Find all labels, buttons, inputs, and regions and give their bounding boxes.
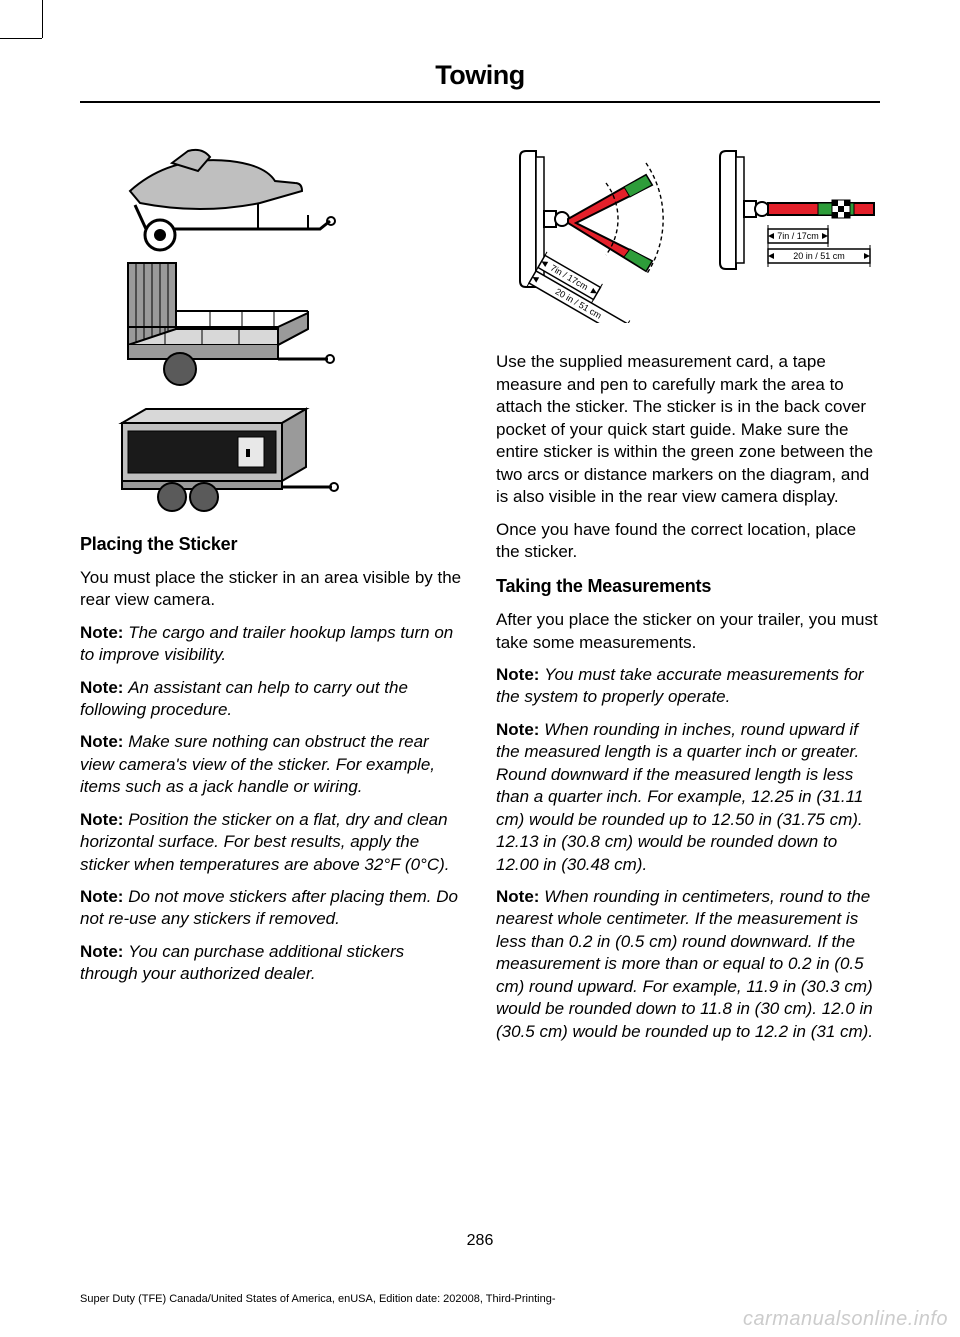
- right-column: 7in / 17cm 20 in / 51 cm: [496, 137, 880, 1053]
- note-body: Do not move stickers after placing them.…: [80, 887, 458, 928]
- note-label: Note:: [496, 887, 539, 906]
- note-body: When rounding in centimeters, round to t…: [496, 887, 873, 1041]
- watermark: carmanualsonline.info: [743, 1308, 948, 1331]
- heading-taking-measurements: Taking the Measurements: [496, 575, 880, 599]
- note-label: Note:: [80, 678, 123, 697]
- note-body: When rounding in inches, round upward if…: [496, 720, 863, 874]
- note-text: Note: An assistant can help to carry out…: [80, 677, 464, 722]
- body-text: You must place the sticker in an area vi…: [80, 567, 464, 612]
- page-number: 286: [80, 1232, 880, 1250]
- body-text: Once you have found the correct location…: [496, 519, 880, 564]
- note-label: Note:: [80, 942, 123, 961]
- note-body: Position the sticker on a flat, dry and …: [80, 810, 450, 874]
- diagram-label: 20 in / 51 cm: [793, 251, 845, 261]
- note-label: Note:: [80, 887, 123, 906]
- footer-line: Super Duty (TFE) Canada/United States of…: [80, 1293, 555, 1305]
- enclosed-trailer-icon: [110, 395, 340, 515]
- note-label: Note:: [80, 732, 123, 751]
- crop-mark: [0, 38, 42, 39]
- note-body: Make sure nothing can obstruct the rear …: [80, 732, 435, 796]
- chapter-title: Towing: [80, 60, 880, 103]
- note-body: An assistant can help to carry out the f…: [80, 678, 408, 719]
- note-label: Note:: [80, 810, 123, 829]
- crop-mark: [42, 0, 43, 38]
- jetski-trailer-icon: [110, 143, 340, 253]
- left-column: Placing the Sticker You must place the s…: [80, 137, 464, 1053]
- note-text: Note: Do not move stickers after placing…: [80, 886, 464, 931]
- utility-trailer-icon: [110, 259, 340, 389]
- note-body: You can purchase additional stickers thr…: [80, 942, 404, 983]
- sticker-placement-diagram: 7in / 17cm 20 in / 51 cm: [496, 143, 880, 329]
- heading-placing-sticker: Placing the Sticker: [80, 533, 464, 557]
- note-text: Note: The cargo and trailer hookup lamps…: [80, 622, 464, 667]
- note-text: Note: Make sure nothing can obstruct the…: [80, 731, 464, 798]
- trailer-illustrations: [110, 143, 464, 515]
- note-text: Note: When rounding in centimeters, roun…: [496, 886, 880, 1043]
- page-content: Towing: [80, 60, 880, 1053]
- note-body: You must take accurate measurements for …: [496, 665, 864, 706]
- body-text: After you place the sticker on your trai…: [496, 609, 880, 654]
- note-text: Note: Position the sticker on a flat, dr…: [80, 809, 464, 876]
- note-text: Note: You must take accurate measurement…: [496, 664, 880, 709]
- note-label: Note:: [496, 665, 539, 684]
- note-label: Note:: [496, 720, 539, 739]
- note-body: The cargo and trailer hookup lamps turn …: [80, 623, 453, 664]
- note-label: Note:: [80, 623, 123, 642]
- diagram-label: 7in / 17cm: [777, 231, 819, 241]
- note-text: Note: When rounding in inches, round upw…: [496, 719, 880, 876]
- two-column-layout: Placing the Sticker You must place the s…: [80, 137, 880, 1053]
- note-text: Note: You can purchase additional sticke…: [80, 941, 464, 986]
- body-text: Use the supplied measurement card, a tap…: [496, 351, 880, 508]
